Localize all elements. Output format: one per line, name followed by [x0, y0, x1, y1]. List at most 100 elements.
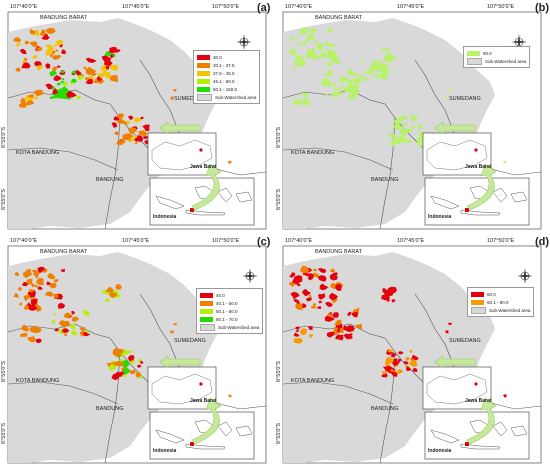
- land-patch: [388, 291, 393, 294]
- map-panel-c: (c) 107°40'0"E 107°45'0"E 107°50'0"E 6°5…: [0, 234, 275, 467]
- callout-arrow: [159, 121, 201, 135]
- land-patch: [391, 126, 395, 129]
- land-patch: [393, 122, 401, 130]
- land-patch: [298, 41, 303, 45]
- map-canvas: [282, 245, 542, 464]
- legend-swatch: [197, 86, 210, 92]
- inset-location-marker: [465, 442, 469, 446]
- land-patch: [335, 283, 342, 291]
- label-sumedang: SUMEDANG: [449, 96, 481, 102]
- land-patch: [58, 294, 62, 297]
- land-patch: [14, 37, 22, 43]
- land-patch: [405, 128, 413, 133]
- land-patch: [127, 127, 138, 135]
- land-patch: [33, 325, 42, 334]
- legend-swatch: [197, 70, 210, 76]
- label-jawa-barat: Jawa Barat: [190, 398, 217, 404]
- land-patch: [25, 100, 35, 106]
- land-patch: [71, 310, 76, 315]
- legend-item: 37.6 - 45.0: [197, 69, 256, 77]
- land-patch: [397, 358, 402, 363]
- land-patch: [305, 272, 310, 277]
- inset-location-marker: [465, 208, 469, 212]
- land-patch: [316, 306, 322, 310]
- north-arrow-icon: [517, 268, 533, 284]
- land-patch: [410, 118, 415, 122]
- legend-item: 30.1 - 37.5: [197, 61, 256, 69]
- land-patch: [105, 71, 111, 79]
- legend-label: 37.6 - 45.0: [213, 70, 235, 76]
- land-patch: [36, 47, 43, 52]
- legend-swatch: [200, 323, 215, 331]
- coord-top-right: 107°50'0"E: [212, 238, 240, 244]
- callout-arrow: [434, 121, 476, 135]
- land-patch: [298, 60, 306, 68]
- land-patch: [302, 100, 312, 106]
- land-patch: [128, 369, 136, 375]
- land-patch: [129, 134, 134, 138]
- legend-label: Sub-Watershed area: [489, 307, 531, 313]
- land-patch: [49, 71, 55, 76]
- land-patch: [312, 302, 317, 306]
- legend-label: 30.1 - 37.5: [213, 62, 235, 68]
- jawa-barat-outline: [151, 373, 213, 405]
- land-patch: [140, 360, 144, 364]
- inset-jawa-barat: [147, 366, 217, 410]
- land-patch: [320, 50, 327, 57]
- land-patch: [112, 53, 116, 58]
- label-indonesia: Indonesia: [153, 448, 177, 454]
- land-patch: [301, 27, 308, 34]
- legend-swatch: [197, 93, 212, 101]
- callout-arrow: [434, 355, 476, 369]
- coord-left-lat: 6°55'0"S: [276, 126, 282, 148]
- land-patch: [49, 54, 53, 58]
- land-patch: [390, 352, 397, 358]
- land-patch: [332, 57, 342, 64]
- land-patch: [307, 326, 313, 331]
- land-patch: [105, 287, 114, 294]
- land-patch: [290, 291, 300, 300]
- land-patch: [13, 292, 19, 298]
- land-patch: [79, 327, 85, 332]
- land-patch: [23, 271, 33, 279]
- land-patch: [120, 139, 126, 144]
- land-patch: [346, 327, 352, 332]
- land-patch: [112, 347, 123, 357]
- jawa-barat-outline: [426, 139, 488, 171]
- land-patch: [363, 78, 370, 82]
- label-kota-bandung: KOTA BANDUNG: [291, 378, 335, 384]
- panel-label: (a): [257, 2, 271, 14]
- label-indonesia: Indonesia: [428, 448, 452, 454]
- land-patch: [139, 375, 143, 379]
- land-patch: [291, 66, 296, 70]
- land-patch: [339, 76, 348, 84]
- legend-label: 45.1 - 60.0: [213, 78, 235, 84]
- land-patch: [113, 361, 124, 367]
- land-patch: [390, 369, 395, 372]
- land-patch: [76, 95, 81, 100]
- land-patch: [327, 312, 332, 318]
- legend-label: 60.1 - 70.0: [216, 316, 238, 322]
- land-patch: [34, 96, 38, 100]
- legend-swatch: [200, 300, 213, 306]
- land-patch: [34, 304, 42, 312]
- curved-arrow: [466, 163, 497, 211]
- legend: 90.0 Sub-Watershed area: [463, 46, 531, 68]
- land-patch: [306, 297, 312, 302]
- coord-left-lat-2: 6°55'0"S: [1, 422, 7, 444]
- legend: 60.0 60.1 - 80.0 Sub-Watershed area: [467, 287, 535, 317]
- land-patch: [113, 373, 117, 377]
- study-area-marker: [474, 382, 478, 386]
- land-patch: [32, 55, 38, 59]
- land-patch: [61, 49, 66, 55]
- land-patch: [58, 93, 68, 100]
- land-patch: [109, 75, 119, 83]
- land-patch: [378, 67, 386, 72]
- land-patch: [331, 82, 336, 87]
- land-patch: [53, 75, 62, 82]
- coord-left-lat-2: 6°55'0"S: [276, 422, 282, 444]
- land-patch: [292, 99, 302, 106]
- land-patch: [30, 298, 38, 307]
- land-patch: [405, 366, 410, 371]
- map-panel-d: (d) 107°40'0"E 107°45'0"E 107°50'0"E 6°5…: [275, 234, 550, 467]
